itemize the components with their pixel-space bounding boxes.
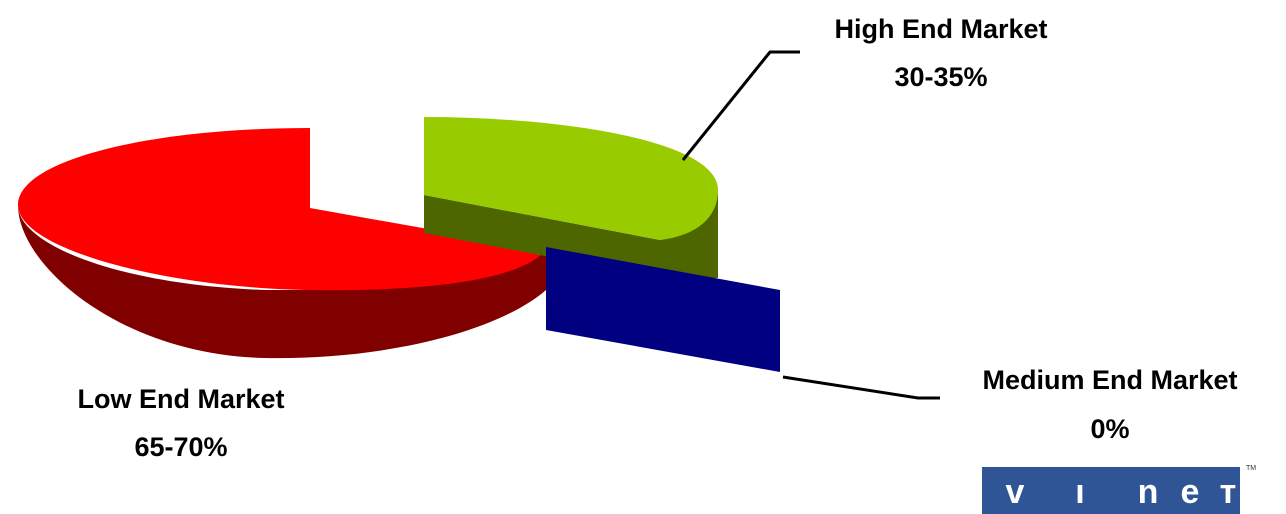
leader-line-medium-end xyxy=(782,375,940,400)
label-medium-end-value: 0% xyxy=(1090,414,1129,444)
slice-medium-end-market xyxy=(546,247,780,372)
label-high-end-name: High End Market xyxy=(834,14,1047,44)
label-medium-end-name: Medium End Market xyxy=(982,365,1237,395)
svg-text:n: n xyxy=(1138,473,1159,511)
svg-text:т: т xyxy=(1220,473,1237,511)
svg-text:ı: ı xyxy=(1075,473,1084,511)
svg-text:e: e xyxy=(1181,473,1200,511)
slice-low-end-side xyxy=(18,205,546,359)
label-high-end-value: 30-35% xyxy=(894,62,987,92)
leader-line-high-end xyxy=(681,50,800,161)
slice-high-end-side-outer xyxy=(660,190,718,278)
vinet-logo: v ı n e т TM xyxy=(982,465,1256,514)
slice-high-end-market xyxy=(424,117,718,240)
label-low-end-value: 65-70% xyxy=(134,432,227,462)
trademark-mark: TM xyxy=(1246,465,1256,472)
slice-low-end-market xyxy=(18,128,546,291)
svg-text:v: v xyxy=(1006,473,1025,511)
label-low-end-name: Low End Market xyxy=(77,384,284,414)
